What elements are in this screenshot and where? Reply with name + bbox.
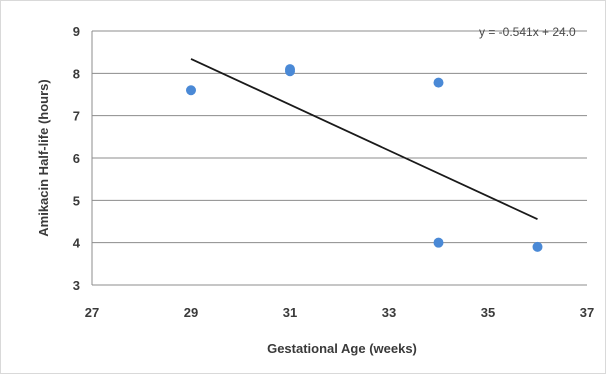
x-tick-label-33: 33 bbox=[382, 305, 396, 320]
x-tick-label-35: 35 bbox=[481, 305, 495, 320]
data-points bbox=[186, 64, 543, 252]
y-tick-label-5: 5 bbox=[73, 193, 80, 208]
x-tick-label-29: 29 bbox=[184, 305, 198, 320]
y-tick-label-6: 6 bbox=[73, 151, 80, 166]
x-tick-label-37: 37 bbox=[580, 305, 594, 320]
y-tick-label-8: 8 bbox=[73, 66, 80, 81]
y-tick-label-3: 3 bbox=[73, 278, 80, 293]
y-tick-label-7: 7 bbox=[73, 109, 80, 124]
data-point-0-4 bbox=[433, 237, 444, 248]
data-point-0-3 bbox=[433, 77, 444, 88]
axes bbox=[91, 31, 587, 286]
data-point-0-2 bbox=[285, 66, 295, 77]
x-axis-title: Gestational Age (weeks) bbox=[267, 341, 417, 356]
trendline-group bbox=[190, 58, 538, 221]
gridlines bbox=[92, 30, 587, 244]
data-point-0-5 bbox=[532, 241, 543, 252]
trendline bbox=[190, 58, 538, 221]
x-tick-label-27: 27 bbox=[85, 305, 99, 320]
y-tick-label-4: 4 bbox=[73, 236, 81, 251]
y-tick-label-9: 9 bbox=[73, 24, 80, 39]
trendline-equation: y = -0.541x + 24.0 bbox=[479, 25, 576, 39]
tick-labels: 3 4 5 6 7 8 9 27 29 31 33 35 37 bbox=[73, 24, 594, 320]
data-point-0-0 bbox=[186, 85, 196, 96]
x-tick-label-31: 31 bbox=[283, 305, 297, 320]
y-axis-title: Amikacin Half-life (hours) bbox=[36, 79, 51, 236]
